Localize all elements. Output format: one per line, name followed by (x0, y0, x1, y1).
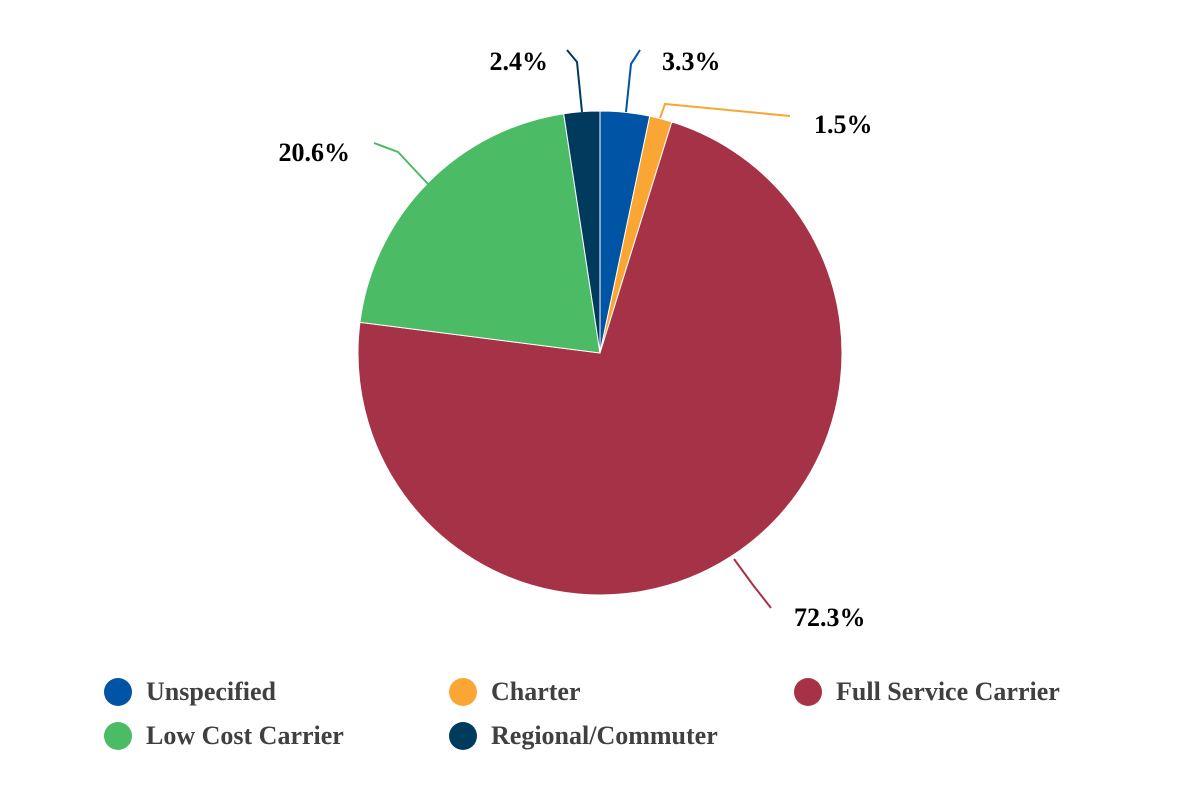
pie-chart: 3.3% 1.5% 72.3% 20.6% 2.4% (279, 47, 873, 632)
leader-line-low-cost-carrier (373, 142, 429, 185)
pie-slices (357, 110, 843, 596)
leader-line-regional-commuter (566, 49, 583, 113)
leader-lines (373, 49, 791, 609)
legend-item-full-service-carrier: Full Service Carrier (794, 672, 1060, 712)
data-label-low-cost-carrier: 20.6% (279, 138, 351, 167)
legend-label-charter: Charter (491, 677, 581, 706)
legend-swatch-full-service-carrier (794, 678, 822, 706)
legend-swatch-low-cost-carrier (104, 722, 132, 750)
legend-label-low-cost-carrier: Low Cost Carrier (146, 721, 344, 750)
data-label-unspecified: 3.3% (662, 47, 721, 76)
legend-swatch-unspecified (104, 678, 132, 706)
leader-line-unspecified (625, 49, 641, 113)
data-label-regional-commuter: 2.4% (490, 47, 549, 76)
legend-item-unspecified: Unspecified (104, 672, 276, 712)
legend-item-charter: Charter (449, 672, 581, 712)
data-label-charter: 1.5% (814, 110, 873, 139)
leader-line-full-service-carrier (733, 558, 772, 609)
legend-swatch-regional-commuter (449, 722, 477, 750)
pie-slice-full-service-carrier (357, 121, 843, 596)
data-labels: 3.3% 1.5% 72.3% 20.6% 2.4% (279, 47, 873, 632)
data-label-full-service-carrier: 72.3% (794, 603, 866, 632)
legend-swatch-charter (449, 678, 477, 706)
legend-label-unspecified: Unspecified (146, 677, 276, 706)
legend-label-regional-commuter: Regional/Commuter (491, 721, 718, 750)
legend-label-full-service-carrier: Full Service Carrier (836, 677, 1060, 706)
legend-item-low-cost-carrier: Low Cost Carrier (104, 716, 344, 756)
legend: Unspecified Charter Full Service Carrier… (0, 672, 1200, 772)
pie-slice-low-cost-carrier (359, 113, 601, 354)
leader-line-charter (659, 102, 791, 119)
legend-item-regional-commuter: Regional/Commuter (449, 716, 718, 756)
